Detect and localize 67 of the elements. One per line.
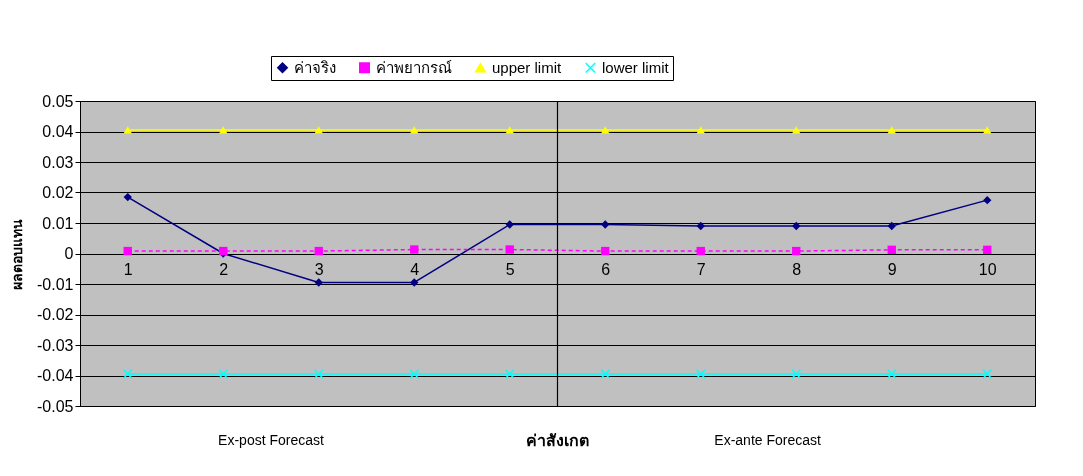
point (410, 245, 419, 254)
point (505, 245, 514, 254)
point (887, 126, 896, 134)
point (982, 369, 993, 379)
point (695, 369, 706, 379)
x-tick-label: 2 (219, 261, 229, 278)
point (409, 369, 420, 379)
point (504, 369, 515, 379)
point (123, 192, 132, 202)
x-axis-title: ค่าสังเกต (526, 432, 589, 449)
y-tick-label: -0.01 (37, 275, 74, 293)
legend-label: ค่าพยากรณ์ (376, 58, 452, 76)
text: Ex-post Forecast (218, 432, 325, 448)
legend-label: ค่าจริง (294, 58, 336, 76)
y-tick-label: 0.02 (42, 184, 74, 201)
point (122, 369, 133, 379)
y-tick-label: -0.05 (37, 397, 74, 415)
text: Ex-ante Forecast (714, 432, 822, 448)
x-tick-label: 1 (123, 261, 133, 278)
point (314, 278, 323, 287)
point (792, 246, 801, 256)
x-tick-label: 7 (696, 261, 706, 278)
point (600, 369, 611, 379)
legend-label: upper limit (492, 58, 563, 76)
y-axis-title: ผลตอบแทน (9, 218, 26, 290)
y-tick-label: 0 (64, 245, 74, 262)
point (123, 126, 132, 134)
x-tick-label: 8 (792, 261, 802, 278)
y-tick-label: -0.02 (37, 306, 74, 323)
point (410, 126, 419, 134)
point (313, 369, 324, 379)
point (792, 126, 801, 134)
x-tick-label: 6 (601, 261, 611, 278)
x-tick-label: 4 (410, 261, 420, 278)
point (505, 220, 514, 229)
point (696, 126, 705, 134)
x-tick-label: 3 (314, 261, 324, 278)
point (505, 126, 514, 134)
point (983, 245, 992, 255)
point (887, 245, 896, 255)
point (410, 278, 419, 287)
point (791, 369, 802, 379)
x-tick-label: 9 (887, 261, 897, 278)
point (314, 246, 323, 256)
x-tick-label: 5 (505, 261, 515, 278)
point (983, 195, 992, 205)
y-tick-label: -0.04 (37, 367, 74, 384)
point (696, 246, 705, 256)
point (218, 369, 229, 379)
y-tick-label: 0.05 (42, 92, 74, 110)
y-tick-label: 0.01 (42, 214, 74, 232)
point (983, 126, 992, 134)
point (123, 246, 132, 256)
legend-label: lower limit (602, 58, 670, 76)
point (219, 126, 228, 134)
y-tick-label: 0.03 (42, 153, 74, 171)
point (886, 369, 897, 379)
point (792, 221, 801, 231)
point (314, 126, 323, 134)
y-tick-label: 0.04 (42, 123, 74, 140)
point (696, 221, 705, 231)
x-tick-label: 10 (978, 261, 997, 278)
point (887, 221, 896, 231)
point (601, 246, 610, 256)
point (601, 220, 610, 229)
point (601, 126, 610, 134)
y-tick-label: -0.03 (37, 336, 74, 354)
